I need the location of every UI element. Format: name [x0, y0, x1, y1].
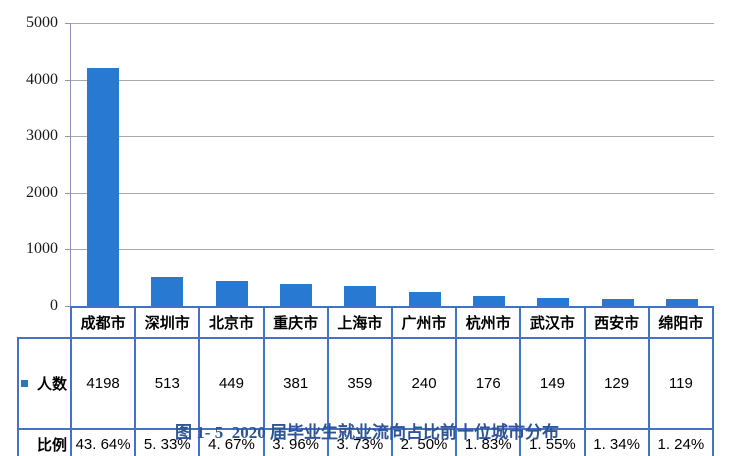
- bar-xian: [601, 298, 634, 306]
- table-corner-blank: [18, 307, 71, 338]
- count-cell: 240: [390, 337, 458, 430]
- count-cell: 449: [198, 337, 265, 430]
- bar-column: [457, 23, 521, 306]
- chart-data-table: 成都市 深圳市 北京市 重庆市 上海市 广州市 杭州市 武汉市 西安市 绵阳市 …: [17, 306, 715, 456]
- city-header-row: 成都市 深圳市 北京市 重庆市 上海市 广州市 杭州市 武汉市 西安市 绵阳市: [18, 306, 715, 339]
- bar-series-renshu: [71, 23, 714, 306]
- bar-column: [521, 23, 585, 306]
- city-header: 绵阳市: [647, 306, 715, 339]
- count-cell: 513: [134, 337, 201, 430]
- y-axis-tick: [65, 23, 71, 24]
- city-header: 武汉市: [519, 306, 586, 339]
- bar-chengdu: [87, 68, 120, 306]
- city-header: 成都市: [69, 306, 137, 339]
- count-row: 人数 4198 513 449 381 359 240 176 149 129 …: [17, 337, 715, 430]
- bar-column: [135, 23, 199, 306]
- city-header: 深圳市: [134, 306, 201, 339]
- bar-column: [392, 23, 456, 306]
- bar-column: [264, 23, 328, 306]
- y-axis-tick: [65, 79, 71, 81]
- bar-shenzhen: [151, 276, 184, 306]
- ratio-cell: 4. 67%: [198, 428, 265, 456]
- bar-column: [328, 23, 392, 306]
- count-cell: 359: [326, 337, 393, 430]
- city-header: 重庆市: [262, 306, 329, 339]
- y-axis-tick: [65, 249, 71, 251]
- bar-wuhan: [537, 297, 570, 306]
- y-axis-tick: [65, 192, 71, 194]
- ratio-row: 比例 43. 64% 5. 33% 4. 67% 3. 96% 3. 73% 2…: [17, 428, 715, 456]
- y-axis-label-2000: 2000: [26, 184, 58, 201]
- y-axis-label-4000: 4000: [26, 71, 58, 88]
- city-header: 北京市: [198, 306, 265, 339]
- ratio-cell: 3. 96%: [262, 428, 329, 456]
- plot-area: [65, 23, 714, 307]
- city-header: 杭州市: [455, 306, 522, 339]
- y-axis-label-1000: 1000: [26, 240, 58, 257]
- ratio-cell: 1. 24%: [647, 428, 715, 456]
- count-cell: 381: [262, 337, 329, 430]
- gridline-2000: [71, 192, 714, 194]
- bar-hangzhou: [472, 296, 505, 306]
- y-axis-label-5000: 5000: [26, 14, 58, 31]
- count-cell: 176: [455, 337, 522, 430]
- bar-shanghai: [344, 285, 377, 306]
- count-cell: 129: [583, 337, 650, 430]
- bar-column: [71, 23, 135, 306]
- bar-column: [200, 23, 264, 306]
- city-header: 广州市: [390, 306, 458, 339]
- bar-mianyang: [665, 299, 698, 306]
- city-header: 上海市: [326, 306, 393, 339]
- ratio-row-header: 比例: [17, 428, 72, 456]
- count-cell: 149: [519, 337, 586, 430]
- figure-caption: 图 1- 5 2020 届毕业生就业流向占比前十位城市分布: [175, 423, 559, 442]
- gridline-5000: [71, 23, 714, 24]
- ratio-cell: 2. 50%: [390, 428, 458, 456]
- bar-guangzhou: [408, 292, 441, 306]
- ratio-cell: 1. 55%: [519, 428, 586, 456]
- ratio-cell: 3. 73%: [326, 428, 393, 456]
- count-row-label: 人数: [36, 376, 67, 393]
- y-axis-tick: [65, 306, 71, 307]
- gridline-3000: [71, 136, 714, 138]
- bar-beijing: [215, 280, 248, 306]
- y-axis-tick: [65, 136, 71, 138]
- bar-column: [650, 23, 714, 306]
- count-cell: 119: [647, 337, 715, 430]
- city-header: 西安市: [583, 306, 650, 339]
- count-row-header: 人数: [17, 337, 72, 430]
- ratio-cell: 1. 34%: [583, 428, 650, 456]
- bar-chongqing: [280, 284, 313, 306]
- y-axis-label-0: 0: [50, 297, 58, 314]
- bar-column: [585, 23, 649, 306]
- ratio-cell: 5. 33%: [134, 428, 201, 456]
- count-cell: 4198: [69, 337, 137, 430]
- legend-swatch-icon: [21, 380, 28, 387]
- ratio-cell: 43. 64%: [69, 428, 137, 456]
- gridline-4000: [71, 79, 714, 81]
- y-axis-label-3000: 3000: [26, 127, 58, 144]
- gridline-1000: [71, 249, 714, 251]
- ratio-cell: 1. 83%: [455, 428, 522, 456]
